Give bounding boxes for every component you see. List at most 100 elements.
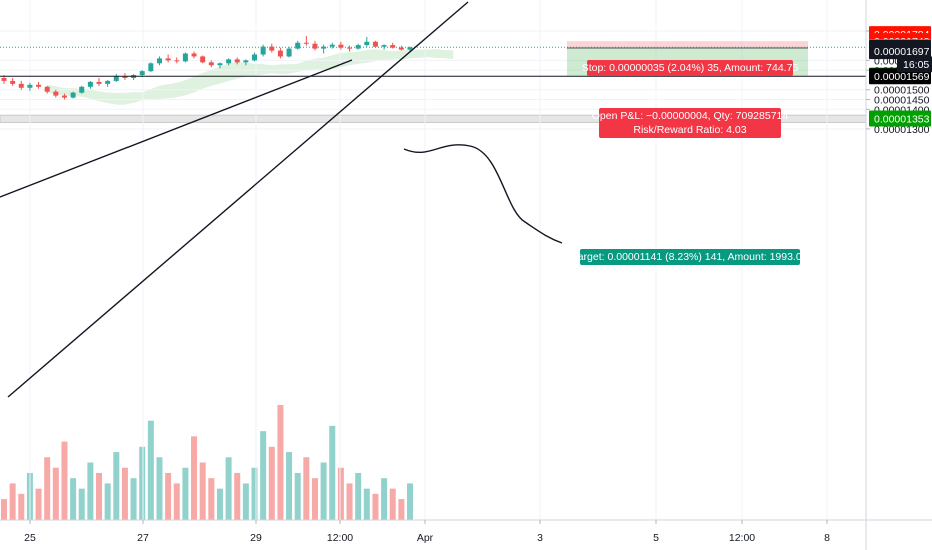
volume-bar bbox=[104, 483, 111, 520]
position-stop-zone bbox=[567, 41, 808, 49]
candle-body bbox=[61, 95, 67, 98]
time-axis-panel bbox=[0, 520, 932, 550]
candle-body bbox=[321, 46, 327, 49]
x-tick-label: 27 bbox=[137, 532, 149, 544]
volume-bar bbox=[381, 478, 388, 520]
volume-bar bbox=[96, 472, 103, 520]
volume-bar bbox=[130, 478, 137, 520]
candle-body bbox=[191, 53, 197, 57]
volume-bar bbox=[78, 488, 85, 520]
candle-body bbox=[303, 42, 309, 44]
volume-bar bbox=[35, 488, 42, 520]
candle-body bbox=[105, 80, 111, 84]
volume-bar bbox=[147, 420, 154, 520]
candle-body bbox=[27, 84, 33, 88]
volume-bar bbox=[61, 441, 68, 520]
price-marker-label: 0.00001353 bbox=[874, 114, 930, 126]
y-tick-label: 0.00001500 bbox=[874, 85, 930, 97]
volume-bar bbox=[182, 467, 189, 520]
candle-body bbox=[200, 56, 206, 63]
x-tick-label: 5 bbox=[653, 532, 659, 544]
volume-bar bbox=[286, 452, 293, 520]
candle-body bbox=[1, 77, 7, 81]
candle-body bbox=[390, 45, 396, 48]
target-label-text: Target: 0.00001141 (8.23%) 141, Amount: … bbox=[572, 251, 807, 263]
volume-bar bbox=[52, 467, 59, 520]
candle-body bbox=[269, 46, 275, 51]
volume-bar bbox=[372, 493, 379, 520]
y-tick-label: 0.00001450 bbox=[874, 95, 930, 107]
candle-body bbox=[208, 62, 214, 66]
volume-bar bbox=[113, 452, 120, 520]
lower-trendline bbox=[7, 1, 469, 398]
x-tick-label: 3 bbox=[537, 532, 543, 544]
candle-body bbox=[10, 80, 16, 84]
volume-bar bbox=[156, 457, 163, 520]
volume-bar bbox=[320, 462, 327, 520]
ichimoku-cloud bbox=[47, 49, 454, 105]
x-tick-label: 8 bbox=[824, 532, 830, 544]
volume-bar bbox=[216, 488, 223, 520]
candle-body bbox=[372, 41, 378, 47]
candle-body bbox=[252, 54, 258, 61]
countdown-label: 16:05 bbox=[903, 59, 929, 71]
pnl-label-box bbox=[599, 108, 781, 138]
candle-body bbox=[36, 84, 42, 87]
volume-bar bbox=[398, 499, 405, 520]
x-tick-label: 25 bbox=[24, 532, 36, 544]
projected-price-path bbox=[403, 144, 563, 244]
candle-body bbox=[381, 45, 387, 47]
volume-bar bbox=[242, 483, 249, 520]
volume-bar bbox=[303, 457, 310, 520]
candle-body bbox=[165, 58, 171, 61]
volume-bar bbox=[139, 446, 146, 520]
volume-bar bbox=[311, 478, 318, 520]
candle-body bbox=[139, 71, 145, 76]
target-label-box bbox=[580, 249, 800, 265]
candle-body bbox=[226, 59, 232, 64]
volume-bar bbox=[87, 462, 94, 520]
volume-bar bbox=[268, 446, 275, 520]
volume-bar bbox=[225, 457, 232, 520]
volume-bar bbox=[208, 478, 215, 520]
candle-body bbox=[277, 50, 283, 57]
volume-bar bbox=[260, 431, 267, 520]
candle-body bbox=[286, 48, 292, 57]
volume-bar bbox=[337, 467, 344, 520]
volume-bar bbox=[329, 425, 336, 520]
candle-body bbox=[243, 60, 249, 63]
volume-bar bbox=[70, 478, 77, 520]
volume-bar bbox=[44, 457, 51, 520]
pnl-label-text: Open P&L: −0.00000004, Qty: 709285714 bbox=[592, 110, 789, 122]
volume-bar bbox=[389, 488, 396, 520]
candle-body bbox=[113, 76, 119, 81]
volume-bar bbox=[165, 472, 172, 520]
candle-body bbox=[79, 86, 85, 93]
candle-body bbox=[312, 43, 318, 49]
x-tick-label: 12:00 bbox=[729, 532, 755, 544]
price-marker-box bbox=[869, 43, 931, 60]
candle-body bbox=[44, 86, 50, 92]
candle-body bbox=[156, 58, 162, 64]
candle-body bbox=[18, 83, 24, 88]
volume-bar bbox=[1, 499, 7, 520]
candle-body bbox=[174, 60, 180, 62]
x-tick-label: Apr bbox=[417, 532, 434, 544]
volume-bar bbox=[199, 462, 206, 520]
y-tick-label: 0.00001300 bbox=[874, 124, 930, 136]
volume-bar bbox=[294, 472, 301, 520]
candle-body bbox=[329, 44, 335, 47]
stop-label-box bbox=[587, 60, 793, 76]
candle-body bbox=[148, 63, 154, 72]
candle-body bbox=[338, 44, 344, 48]
volume-bar bbox=[363, 488, 370, 520]
candle-body bbox=[122, 76, 128, 78]
x-tick-label: 12:00 bbox=[327, 532, 353, 544]
pnl-label-text: Risk/Reward Ratio: 4.03 bbox=[633, 124, 746, 136]
candle-body bbox=[96, 81, 102, 84]
candle-body bbox=[217, 63, 223, 66]
volume-bar bbox=[18, 493, 25, 520]
stop-label-text: Stop: 0.00000035 (2.04%) 35, Amount: 744… bbox=[582, 62, 799, 74]
price-marker-label: 0.00001697 bbox=[874, 46, 930, 58]
